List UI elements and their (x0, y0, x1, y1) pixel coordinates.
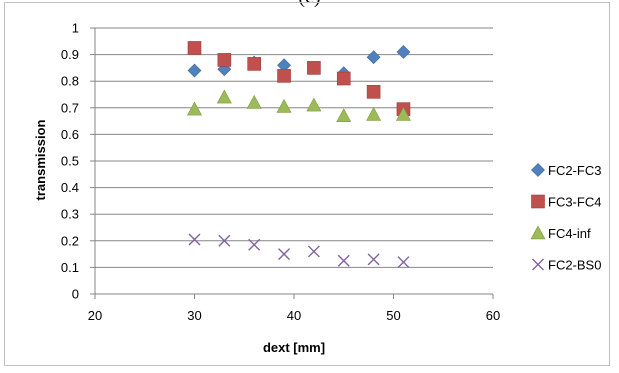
data-point (396, 45, 411, 59)
legend-marker (531, 194, 545, 209)
x-marker-stroke (307, 245, 320, 258)
data-point (216, 89, 232, 104)
x-tick-label: 50 (386, 308, 400, 323)
data-point (367, 253, 380, 266)
data-point (337, 254, 350, 267)
data-point (187, 63, 202, 78)
data-point (186, 101, 203, 116)
x-marker-stroke (337, 254, 350, 267)
data-point (336, 71, 351, 86)
data-point (276, 98, 292, 113)
legend-label: FC3-FC4 (548, 195, 601, 210)
legend-entry: FC2-FC3 (531, 163, 601, 178)
data-point (307, 245, 320, 258)
legend-label: FC2-BS0 (548, 258, 601, 273)
legend-label: FC4-inf (548, 226, 591, 241)
x-marker-stroke (532, 258, 544, 271)
chart-frame (4, 2, 610, 366)
y-tick-label: 0.7 (61, 100, 79, 115)
data-point (246, 94, 262, 109)
legend-marker (532, 258, 544, 271)
x-tick-label: 60 (486, 308, 500, 323)
tick-labels: 0 0.1 0.2 0.3 0.4 0.5 0.6 0.7 0.8 0.9 1 20 30 40 50 60 (61, 21, 500, 324)
x-marker-stroke (278, 248, 291, 261)
series-fc4-inf (186, 89, 411, 123)
y-tick-label: 0.9 (61, 47, 79, 62)
x-tick-label: 30 (187, 308, 201, 323)
legend: FC2-FC3 FC3-FC4 FC4-inf FC2-BS0 (530, 163, 601, 273)
x-marker-stroke (367, 253, 380, 266)
series-fc3-fc4 (187, 41, 411, 116)
y-tick-label: 1 (72, 21, 79, 36)
data-point (366, 85, 381, 99)
data-point (307, 61, 321, 75)
gridlines (95, 27, 493, 268)
legend-marker (530, 225, 546, 240)
y-tick-label: 0.5 (61, 154, 79, 169)
legend-entry: FC2-BS0 (532, 258, 601, 273)
y-tick-label: 0.1 (61, 260, 79, 275)
x-marker-stroke (248, 238, 261, 251)
legend-entry: FC3-FC4 (531, 194, 601, 210)
series-fc2-bs0 (188, 233, 410, 269)
legend-entry: FC4-inf (530, 225, 591, 241)
x-marker-stroke (188, 233, 201, 246)
legend-label: FC2-FC3 (548, 163, 601, 178)
x-tick-label: 40 (287, 308, 301, 323)
x-marker-stroke (397, 256, 410, 269)
data-point (218, 234, 231, 247)
y-tick-label: 0.8 (61, 74, 79, 89)
data-point (395, 106, 411, 121)
data-points (186, 41, 411, 269)
data-point (188, 233, 201, 246)
data-point (278, 248, 291, 261)
data-point (336, 108, 352, 123)
x-tick-label: 20 (88, 308, 102, 323)
x-axis-label: dext [mm] (263, 340, 325, 355)
data-point (248, 238, 261, 251)
data-point (397, 256, 410, 269)
y-tick-label: 0.2 (61, 233, 79, 248)
chart-title: (c) (0, 0, 619, 9)
y-tick-label: 0 (72, 287, 79, 302)
y-tick-label: 0.4 (61, 180, 79, 195)
data-point (366, 50, 381, 65)
data-point (217, 53, 232, 67)
data-point (306, 97, 322, 112)
legend-marker (531, 163, 545, 177)
y-tick-label: 0.3 (61, 207, 79, 222)
data-point (366, 106, 382, 121)
y-tick-label: 0.6 (61, 127, 79, 142)
y-axis-label: transmission (33, 119, 48, 200)
data-point (187, 41, 202, 55)
data-point (247, 57, 261, 71)
x-marker-stroke (218, 234, 231, 247)
axes (90, 27, 494, 299)
data-point (277, 69, 291, 83)
